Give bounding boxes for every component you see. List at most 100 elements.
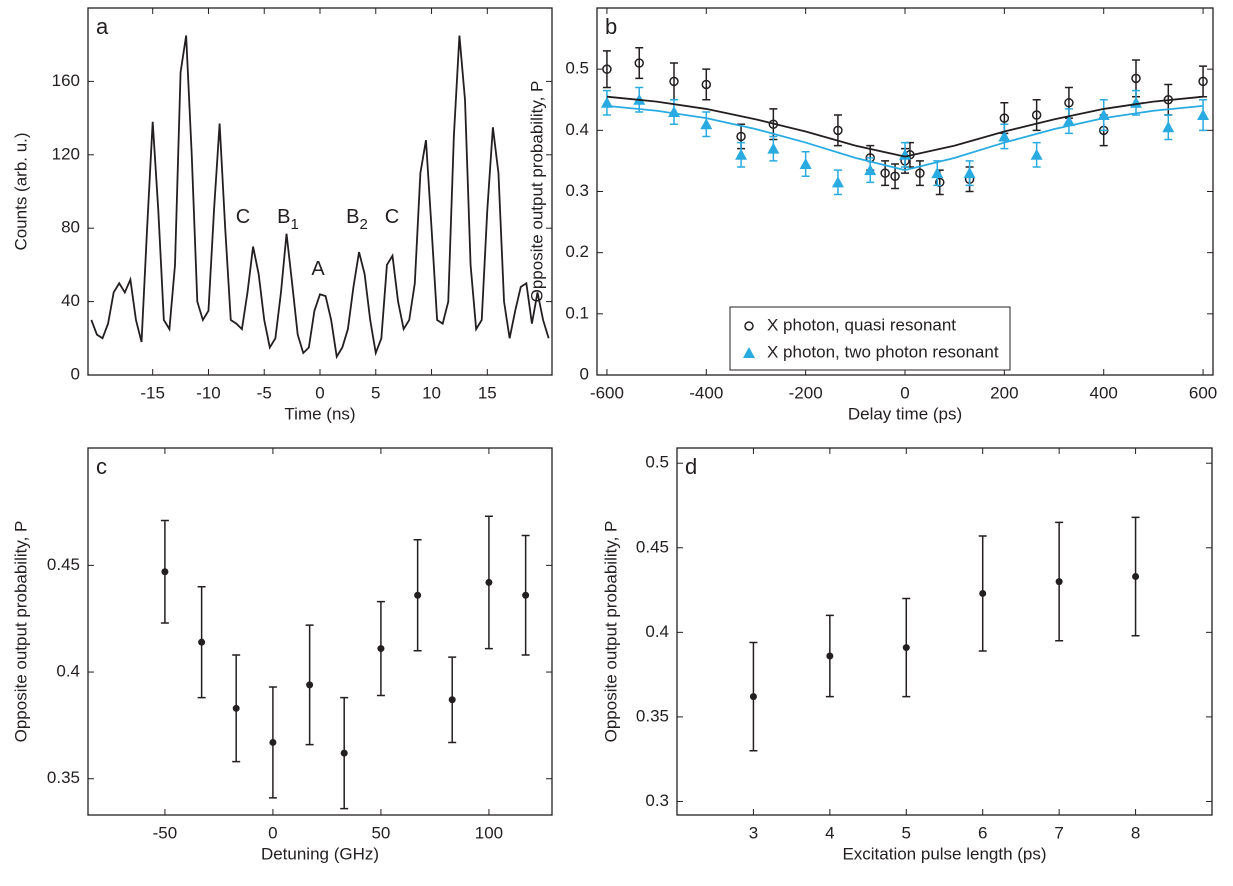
marker: [700, 118, 713, 130]
annotation-subscript: 2: [360, 216, 368, 233]
x-tick-label: 7: [1054, 823, 1063, 842]
marker: [161, 568, 169, 576]
marker: [767, 142, 780, 154]
x-tick-label: 3: [749, 823, 758, 842]
marker: [736, 131, 746, 142]
y-tick-label: 0: [580, 364, 589, 383]
y-tick-label: 0.2: [565, 242, 589, 261]
x-axis-label: Excitation pulse length (ps): [842, 844, 1046, 863]
legend-marker: [743, 347, 755, 358]
x-axis-label: Time (ns): [284, 404, 355, 423]
annotation-subscript: 1: [291, 216, 299, 233]
annotation-text: B: [346, 206, 359, 228]
annotation-text: B: [277, 206, 290, 228]
marker: [799, 157, 812, 169]
error-bar: [1199, 65, 1208, 98]
marker: [749, 693, 757, 701]
x-tick-label: -200: [789, 383, 823, 402]
marker: [485, 578, 493, 586]
y-tick-label: 0.4: [645, 622, 669, 641]
data-line: [606, 104, 1204, 172]
annotation: C: [236, 206, 250, 228]
panel-label: a: [96, 14, 109, 39]
marker: [880, 168, 890, 178]
marker: [669, 76, 679, 87]
data-line: [90, 35, 550, 360]
legend-label: X photon, quasi resonant: [767, 315, 956, 334]
marker: [1197, 109, 1210, 121]
marker: [1162, 121, 1175, 133]
x-tick-label: 8: [1131, 823, 1140, 842]
x-tick-label: 400: [1090, 383, 1118, 402]
x-tick-label: -5: [257, 383, 272, 402]
marker: [1132, 573, 1140, 581]
error-bar: [915, 160, 924, 187]
marker: [602, 64, 612, 74]
marker: [999, 113, 1010, 123]
error-bar: [702, 68, 711, 101]
marker: [833, 125, 843, 136]
x-tick-label: 4: [825, 823, 834, 842]
marker: [899, 148, 911, 160]
marker: [998, 130, 1011, 142]
x-tick-label: 0: [268, 823, 277, 842]
panel-label: c: [96, 454, 107, 479]
y-tick-label: 0: [71, 364, 80, 383]
marker: [306, 681, 314, 689]
marker: [1131, 73, 1141, 84]
x-tick-label: -50: [153, 823, 178, 842]
marker: [915, 168, 925, 178]
y-tick-label: 0.45: [47, 555, 80, 574]
x-tick-label: 5: [902, 823, 911, 842]
y-axis-label: Counts (arb. u.): [11, 132, 30, 250]
marker: [1030, 148, 1043, 160]
error-bar: [635, 47, 644, 80]
annotation: B1: [277, 206, 299, 233]
x-tick-label: 200: [990, 383, 1018, 402]
marker: [890, 171, 900, 181]
x-tick-label: 100: [475, 823, 503, 842]
marker: [864, 164, 877, 176]
x-tick-label: 0: [315, 383, 324, 402]
y-tick-label: 0.45: [636, 537, 669, 556]
marker: [701, 79, 712, 90]
y-tick-label: 0.5: [645, 453, 669, 472]
x-axis-label: Detuning (GHz): [261, 844, 379, 863]
y-tick-label: 0.3: [645, 791, 669, 810]
data-line: [606, 95, 1204, 158]
x-axis-label: Delay time (ps): [848, 404, 962, 423]
marker: [931, 167, 944, 179]
x-tick-label: -400: [689, 383, 723, 402]
marker: [1064, 98, 1074, 108]
y-axis-label: Opposite output probability, P: [527, 81, 546, 303]
marker: [979, 589, 987, 597]
x-tick-label: -600: [590, 383, 624, 402]
marker: [935, 177, 945, 188]
y-axis-label: Opposite output probability, P: [601, 521, 620, 743]
x-tick-label: -15: [140, 383, 165, 402]
annotation-text: A: [311, 258, 325, 280]
plot-frame: [676, 447, 1213, 816]
x-tick-label: 10: [422, 383, 441, 402]
y-tick-label: 120: [52, 144, 80, 163]
error-bar: [670, 62, 678, 101]
y-tick-label: 0.1: [565, 303, 589, 322]
marker: [668, 105, 680, 117]
annotation-text: C: [385, 206, 399, 228]
legend-label: X photon, two photon resonant: [767, 342, 999, 361]
y-tick-label: 0.5: [565, 59, 589, 78]
panel-label: b: [605, 14, 617, 39]
marker: [634, 58, 644, 68]
annotation: C: [385, 206, 399, 228]
marker: [963, 167, 976, 179]
y-tick-label: 0.35: [47, 768, 80, 787]
marker: [831, 176, 844, 188]
y-tick-label: 160: [52, 71, 80, 90]
legend-marker: [744, 321, 754, 331]
y-tick-label: 0.35: [636, 706, 669, 725]
marker: [1031, 110, 1042, 120]
y-tick-label: 80: [61, 218, 80, 237]
marker: [1055, 578, 1063, 586]
x-tick-label: 6: [978, 823, 987, 842]
marker: [232, 704, 240, 712]
